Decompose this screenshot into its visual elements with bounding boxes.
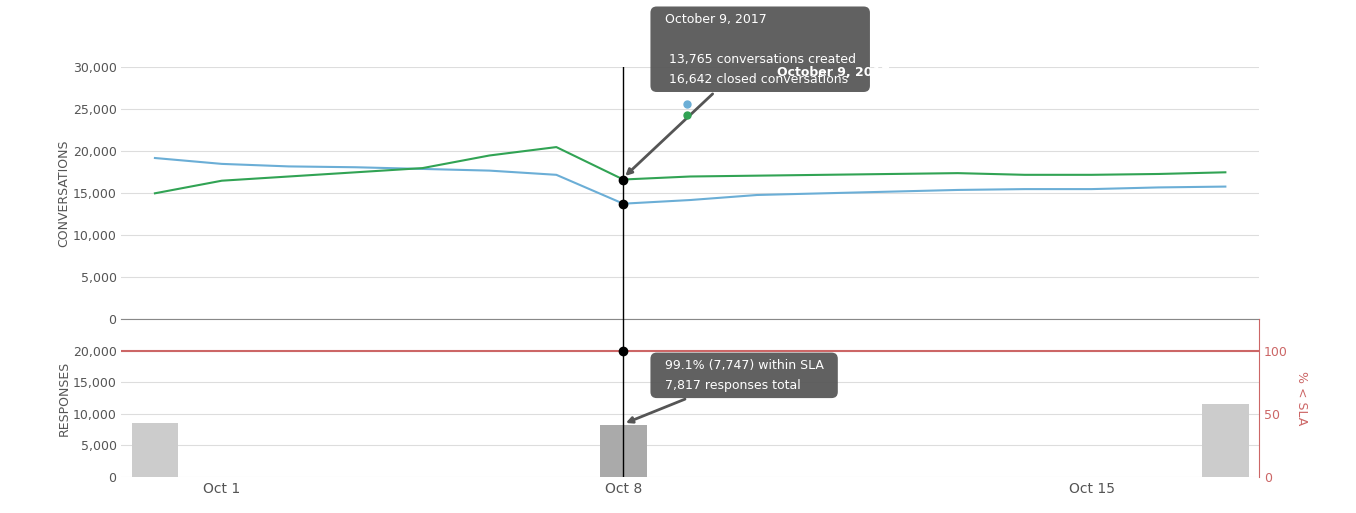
Bar	[599, 425, 647, 477]
Bar	[132, 423, 179, 477]
Text: 99.1% (7,747) within SLA  
  7,817 responses total: 99.1% (7,747) within SLA 7,817 responses…	[629, 359, 831, 422]
Text: October 9, 2017: October 9, 2017	[777, 66, 891, 79]
Text: October 9, 2017  

   13,765 conversations created  
   16,642 closed conversati: October 9, 2017 13,765 conversations cre…	[628, 13, 864, 174]
Y-axis label: % < SLA: % < SLA	[1295, 371, 1309, 425]
Y-axis label: CONVERSATIONS: CONVERSATIONS	[57, 140, 71, 247]
Y-axis label: RESPONSES: RESPONSES	[57, 361, 71, 436]
Bar	[1201, 404, 1249, 477]
